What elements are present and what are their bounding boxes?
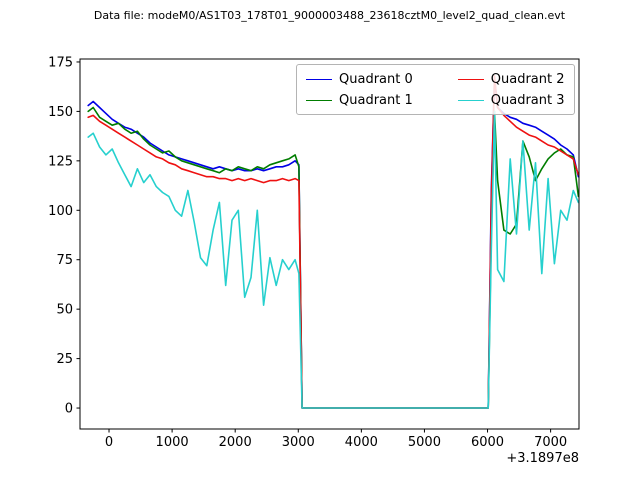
legend-item-quadrant-3: Quadrant 3 — [457, 91, 565, 109]
y-tick-label: 100 — [48, 204, 73, 219]
legend-label-quadrant-0: Quadrant 0 — [339, 71, 413, 87]
legend-item-quadrant-2: Quadrant 2 — [457, 70, 565, 88]
series-line-quadrant-1 — [87, 106, 580, 409]
y-tick-label: 75 — [56, 253, 73, 268]
axes-frame-rect — [79, 58, 580, 430]
legend-item-quadrant-1: Quadrant 1 — [306, 91, 413, 109]
x-tick-label: 3000 — [282, 435, 315, 450]
x-tick-label: 1000 — [156, 435, 189, 450]
series-line-quadrant-0 — [87, 77, 580, 409]
y-tick-label: 175 — [48, 55, 73, 70]
series-line-quadrant-3 — [87, 110, 580, 409]
chart-title: Data file: modeM0/AS1T03_178T01_90000034… — [93, 9, 566, 22]
legend: Quadrant 0 Quadrant 1 Quadrant 2 Quadran… — [296, 64, 575, 115]
data-series — [87, 75, 580, 409]
legend-line-sample-quadrant-2 — [457, 78, 484, 80]
legend-label-quadrant-3: Quadrant 3 — [490, 92, 565, 108]
y-tick-label: 150 — [48, 105, 73, 120]
x-axis-offset-label: +3.1897e8 — [506, 451, 579, 466]
x-tick-label: 7000 — [534, 435, 567, 450]
y-tick-label: 125 — [48, 154, 73, 169]
legend-line-sample-quadrant-0 — [306, 78, 332, 80]
axes-ticks: 0 1000 2000 3000 4000 5000 6000 7000 0 25 50 75 100 1… — [48, 55, 567, 450]
axes-frame — [79, 58, 580, 430]
legend-item-quadrant-0: Quadrant 0 — [306, 70, 413, 88]
x-tick-label: 6000 — [471, 435, 504, 450]
x-tick-label: 0 — [105, 435, 113, 450]
legend-line-sample-quadrant-1 — [306, 99, 332, 101]
y-tick-label: 0 — [65, 402, 73, 417]
series-line-quadrant-2 — [87, 75, 580, 409]
y-tick-label: 50 — [56, 303, 73, 318]
legend-label-quadrant-1: Quadrant 1 — [339, 92, 413, 108]
x-tick-label: 2000 — [219, 435, 252, 450]
x-tick-label: 5000 — [408, 435, 441, 450]
x-tick-label: 4000 — [345, 435, 378, 450]
y-tick-label: 25 — [56, 352, 73, 367]
legend-label-quadrant-2: Quadrant 2 — [490, 71, 565, 87]
legend-line-sample-quadrant-3 — [457, 99, 484, 101]
